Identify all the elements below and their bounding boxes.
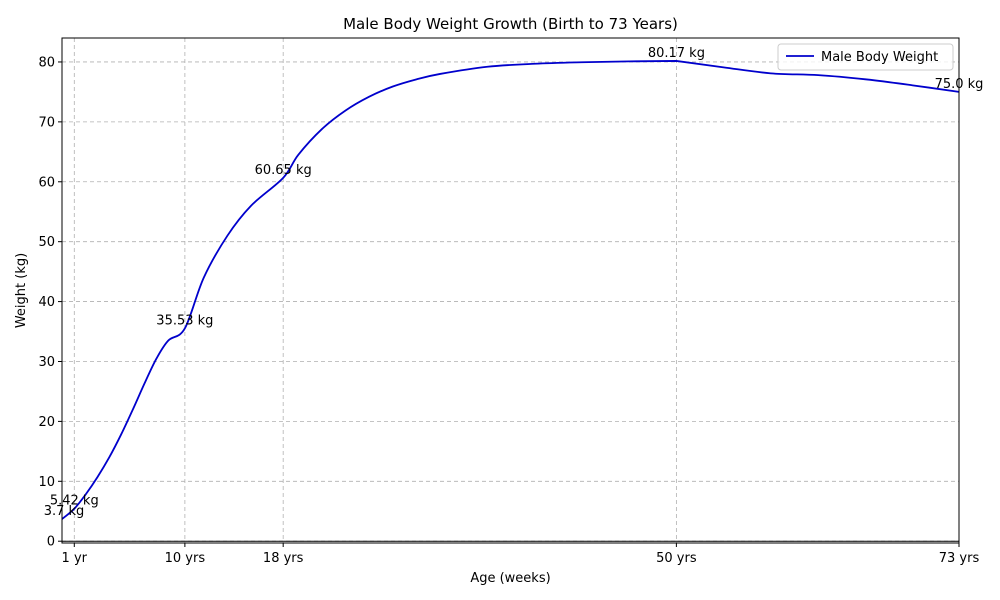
y-tick-label: 50 bbox=[38, 235, 55, 250]
x-tick-label: 73 yrs bbox=[939, 551, 980, 566]
y-tick-label: 30 bbox=[38, 355, 55, 370]
plot-frame bbox=[61, 37, 960, 544]
x-axis-ticks: 1 yr 10 yrs 18 yrs 50 yrs 73 yrs bbox=[62, 543, 980, 566]
legend: Male Body Weight bbox=[777, 43, 954, 71]
y-tick-label: 70 bbox=[38, 115, 55, 130]
series-line-0 bbox=[61, 60, 960, 520]
y-tick-label: 80 bbox=[38, 55, 55, 70]
legend-label: Male Body Weight bbox=[821, 50, 938, 65]
data-label: 35.53 kg bbox=[156, 313, 213, 328]
y-tick-label: 40 bbox=[38, 295, 55, 310]
data-label: 80.17 kg bbox=[648, 46, 705, 61]
legend-box bbox=[777, 43, 954, 71]
x-tick-label: 10 yrs bbox=[165, 551, 206, 566]
y-tick-label: 60 bbox=[38, 175, 55, 190]
data-label: 3.7 kg bbox=[44, 504, 85, 519]
y-tick-label: 0 bbox=[47, 535, 55, 550]
y-axis-label: Weight (kg) bbox=[14, 253, 29, 328]
x-tick-label: 1 yr bbox=[62, 551, 88, 566]
x-axis-label: Age (weeks) bbox=[470, 571, 550, 586]
series-layer bbox=[61, 60, 960, 520]
y-tick-label: 10 bbox=[38, 475, 55, 490]
x-tick-label: 50 yrs bbox=[656, 551, 697, 566]
chart-title: Male Body Weight Growth (Birth to 73 Yea… bbox=[343, 15, 678, 33]
y-tick-label: 20 bbox=[38, 415, 55, 430]
data-label: 5.42 kg bbox=[50, 494, 99, 509]
y-axis-ticks: 0 10 20 30 40 50 60 70 80 bbox=[38, 55, 62, 550]
x-tick-label: 18 yrs bbox=[263, 551, 304, 566]
data-label: 60.65 kg bbox=[255, 163, 312, 178]
